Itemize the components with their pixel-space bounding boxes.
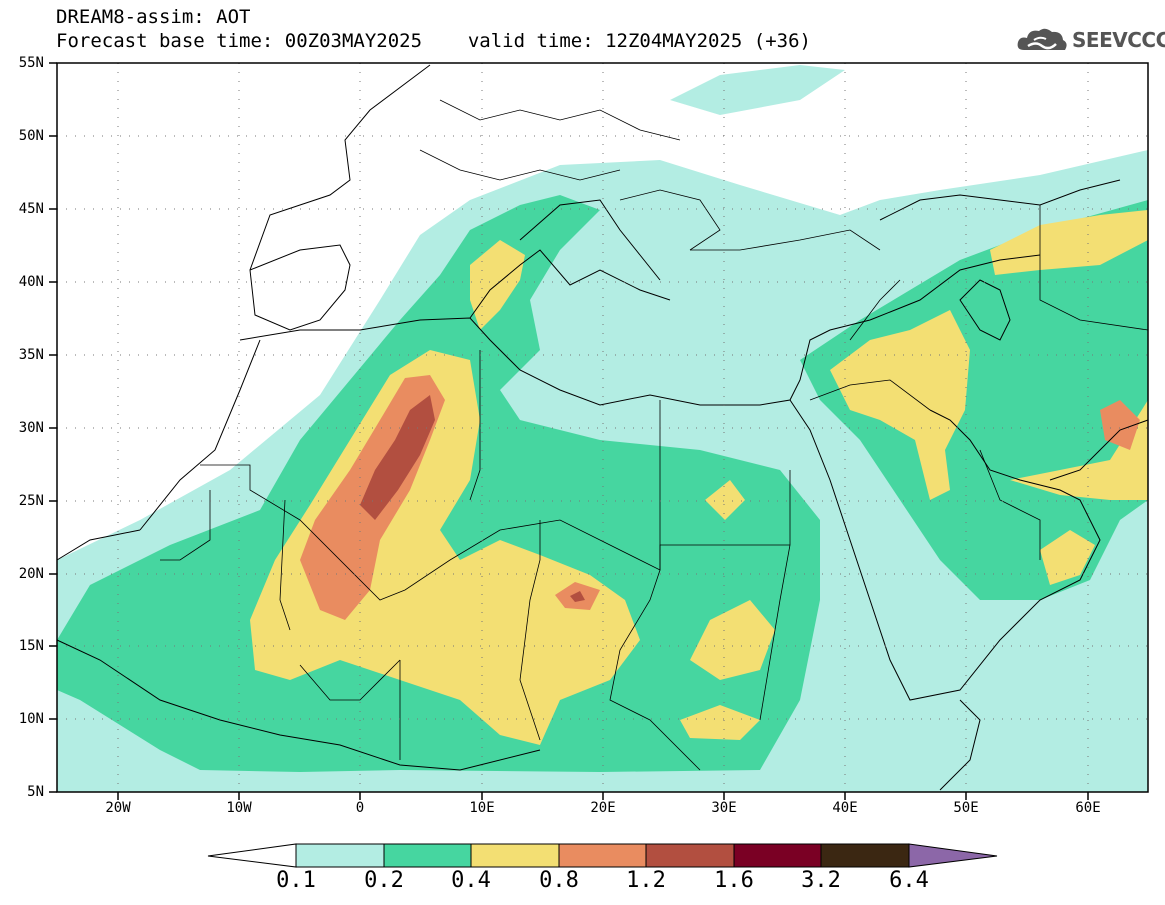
aot-band-0.2-east — [800, 200, 1148, 600]
colorbar-segment-0.2 — [383, 843, 472, 868]
seevccc-logo: SEEVCCC — [1016, 24, 1165, 56]
logo-text: SEEVCCC — [1072, 28, 1165, 52]
aot-band-0.4-iran — [1010, 400, 1148, 500]
colorbar-label: 1.2 — [626, 868, 666, 893]
colorbar — [207, 843, 998, 868]
lat-label: 50N — [18, 128, 44, 144]
colorbar-segment-0.8 — [558, 843, 647, 868]
lon-label: 30E — [711, 800, 737, 816]
gridlines — [57, 63, 1148, 792]
valid-time: valid time: 12Z04MAY2025 (+36) — [467, 30, 811, 52]
lon-label: 20W — [105, 800, 131, 816]
lat-label: 55N — [18, 55, 44, 71]
aot-band-0.4-oman — [1040, 530, 1095, 585]
lon-label: 50E — [953, 800, 979, 816]
aot-band-0.4-iraq — [830, 310, 970, 500]
aot-band-0.8-iran — [1100, 400, 1140, 450]
colorbar-label: 0.2 — [364, 868, 404, 893]
colorbar-segment-1.2 — [645, 843, 735, 868]
lat-label: 40N — [18, 274, 44, 290]
chart-title: DREAM8-assim: AOT — [56, 6, 251, 28]
colorbar-label: 0.4 — [451, 868, 491, 893]
aot-band-1.2 — [360, 395, 435, 520]
lon-label: 60E — [1075, 800, 1101, 816]
lon-label: 10E — [469, 800, 495, 816]
aot-band-0.4-caspian — [990, 210, 1148, 275]
lon-label: 10W — [226, 800, 252, 816]
aot-band-0.4-sudan — [690, 600, 775, 680]
colorbar-label: 0.1 — [276, 868, 316, 893]
aot-band-0.4-sardinia — [470, 240, 525, 330]
colorbar-label: 3.2 — [801, 868, 841, 893]
lat-label: 15N — [18, 638, 44, 654]
lat-label: 20N — [18, 566, 44, 582]
lat-label: 25N — [18, 493, 44, 509]
lon-label: 40E — [832, 800, 858, 816]
aot-band-0.1-north — [670, 65, 845, 115]
colorbar-segment-3.2 — [820, 843, 910, 868]
aot-band-0.4-egypt — [705, 480, 745, 520]
colorbar-label: 1.6 — [714, 868, 754, 893]
axis-ticks — [49, 62, 1089, 800]
colorbar-segment-below — [207, 843, 297, 868]
lat-label: 45N — [18, 201, 44, 217]
country-borders — [160, 99, 1149, 771]
lon-label: 20E — [590, 800, 616, 816]
lon-label: 0 — [355, 800, 365, 816]
lat-label: 10N — [18, 711, 44, 727]
colorbar-segment-0.1 — [295, 843, 385, 868]
colorbar-label: 6.4 — [889, 868, 929, 893]
colorbar-label: 0.8 — [539, 868, 579, 893]
lat-label: 30N — [18, 420, 44, 436]
colorbar-segment-0.4 — [470, 843, 560, 868]
aot-band-1.2-chad — [570, 591, 585, 602]
base-time: Forecast base time: 00Z03MAY2025 — [56, 30, 423, 52]
lat-label: 5N — [27, 784, 44, 800]
aot-band-0.4-sudan-south — [680, 705, 760, 740]
cloud-logo-icon — [1017, 28, 1067, 50]
aot-band-0.4 — [250, 350, 640, 745]
colorbar-segment-1.6 — [733, 843, 822, 868]
forecast-times: Forecast base time: 00Z03MAY2025 valid t… — [56, 30, 811, 52]
colorbar-segment-above — [908, 843, 998, 868]
coastlines — [56, 64, 1149, 791]
lat-label: 35N — [18, 347, 44, 363]
